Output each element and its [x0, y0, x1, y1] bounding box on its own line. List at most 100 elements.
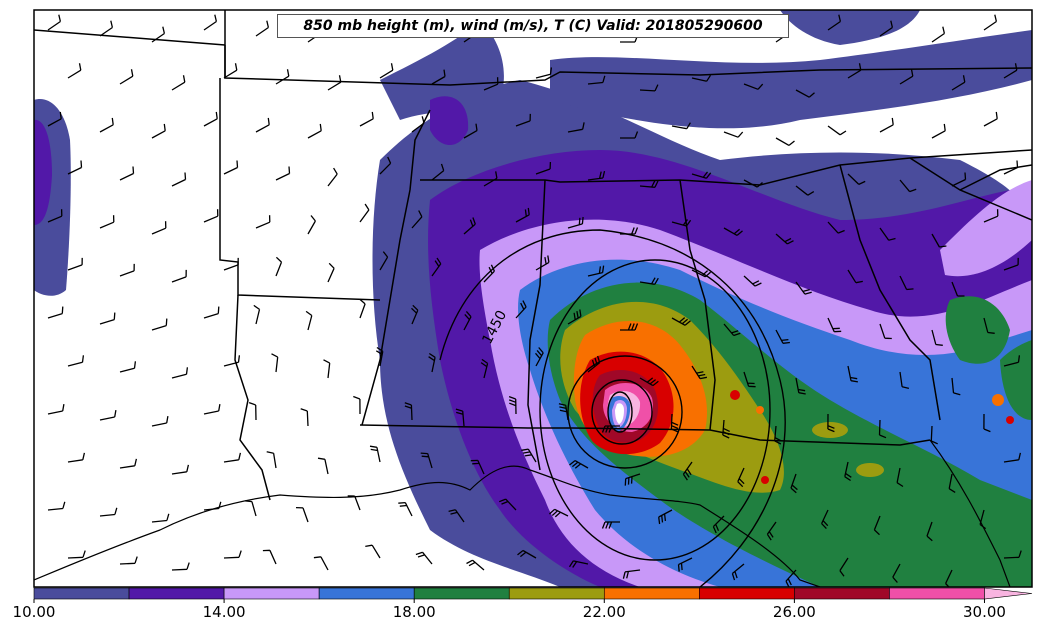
wind-barb [353, 395, 361, 415]
wind-barb [203, 14, 218, 31]
wind-barb [722, 419, 730, 439]
wind-barb [931, 26, 946, 43]
wind-barb [415, 551, 433, 565]
wind-barb [275, 166, 291, 181]
colorbar-tick-label: 14.00 [202, 603, 246, 621]
wind-barb [899, 275, 914, 291]
wind-barb [365, 544, 381, 559]
wind-barb [671, 317, 691, 326]
wind-barb [262, 549, 277, 565]
wind-barb [790, 473, 798, 494]
wind-barb [567, 216, 584, 229]
wind-barb [463, 123, 478, 139]
wind-barb [119, 69, 134, 85]
wind-barb [983, 14, 998, 31]
wind-barb [658, 509, 673, 525]
wind-barb [723, 227, 743, 236]
wind-barb [379, 63, 394, 79]
wind-barb [119, 556, 138, 565]
wind-barb [930, 425, 938, 445]
wind-barb [411, 304, 419, 325]
wind-barb [712, 515, 725, 534]
colorbar-tick-label: 10.00 [12, 603, 56, 621]
wind-barb [404, 402, 413, 421]
wind-barb [1003, 550, 1022, 559]
wind-barb [620, 131, 639, 139]
wind-barb [671, 219, 692, 227]
colorbar-bin [889, 587, 985, 600]
colorbar-bin [413, 587, 510, 600]
wind-barb [979, 509, 987, 530]
wind-barb [223, 550, 242, 559]
wind-barb [948, 473, 956, 493]
wind-barb [266, 451, 277, 469]
wind-barb [323, 359, 331, 379]
wind-barb [951, 75, 966, 91]
wind-barb [892, 563, 901, 583]
colorbar-bin [794, 587, 890, 600]
wind-barb [327, 75, 342, 91]
wind-barb [567, 309, 582, 325]
wind-barb [411, 210, 423, 229]
wind-barb [899, 371, 910, 390]
wind-barb [171, 172, 187, 187]
wind-barb [275, 256, 283, 277]
wind-barb [535, 161, 552, 175]
wind-barb [119, 166, 135, 181]
colorbar [33, 587, 1033, 603]
wind-barb [483, 77, 499, 91]
wind-barb [723, 323, 741, 337]
wind-barb [203, 111, 218, 127]
wind-barb [677, 557, 693, 572]
wind-barb [535, 67, 553, 79]
wind-barb [873, 515, 881, 536]
wind-barb [99, 409, 117, 421]
wind-barb [775, 233, 794, 245]
wind-barb [359, 298, 366, 319]
wind-barb [47, 403, 65, 415]
wind-barb [926, 521, 933, 542]
wind-barb [827, 14, 842, 31]
wind-barb [359, 203, 370, 223]
wind-barb [99, 215, 115, 229]
wind-barb [67, 452, 86, 463]
wind-barb [223, 160, 239, 175]
wind-barb [878, 419, 887, 439]
wind-barb [691, 171, 712, 179]
wind-barb [480, 358, 489, 379]
wind-barb [896, 467, 904, 488]
wind-barb [119, 361, 137, 373]
wind-barb [47, 209, 63, 223]
wind-barb [691, 365, 708, 380]
plot-area [34, 10, 1032, 587]
wind-barb [151, 221, 167, 235]
wind-barb [307, 215, 316, 235]
wind-barb [171, 562, 190, 571]
wind-barb [535, 347, 544, 367]
wind-barb [47, 111, 62, 127]
wind-barb [558, 403, 569, 421]
wind-barb [411, 116, 425, 133]
wind-barb [327, 167, 338, 187]
colorbar-bin [603, 587, 700, 600]
wind-barb [899, 179, 917, 193]
wind-barb [203, 306, 220, 319]
wind-barb [622, 569, 641, 579]
wind-barb [601, 425, 620, 433]
wind-barb [223, 63, 238, 79]
wind-barb [455, 408, 465, 427]
wind-barb [743, 275, 762, 287]
wind-barb [795, 89, 815, 98]
wind-barb [723, 131, 744, 138]
wind-barb [879, 20, 894, 37]
wind-barb [203, 403, 221, 415]
wind-barb [847, 173, 866, 185]
wind-barb [931, 233, 947, 248]
wind-barb [203, 501, 222, 511]
map-title: 850 mb height (m), wind (m/s), T (C) Val… [277, 14, 789, 38]
wind-barb [945, 569, 953, 587]
wind-barb [827, 125, 847, 136]
wind-barb [899, 69, 914, 85]
wind-barb [47, 501, 66, 511]
wind-barb [151, 513, 170, 523]
